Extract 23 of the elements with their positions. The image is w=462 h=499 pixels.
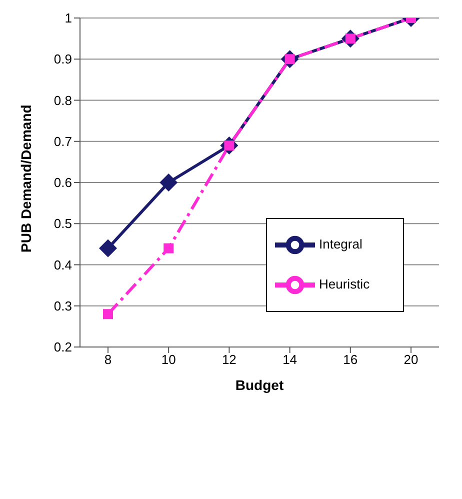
legend-label: Heuristic (319, 276, 370, 292)
x-tick-label: 20 (404, 352, 418, 368)
x-tick-label: 14 (282, 352, 298, 368)
y-tick-label: 0.6 (54, 175, 72, 190)
legend-label: Integral (319, 236, 362, 252)
point (103, 309, 113, 320)
y-tick-label: 0.4 (54, 257, 72, 272)
x-tick-label: 16 (343, 352, 358, 368)
y-tick-label: 0.5 (54, 216, 72, 232)
y-tick-label: 0.7 (54, 134, 72, 149)
x-tick-label: 12 (222, 352, 236, 368)
y-axis-title: PUB Demand/Demand (18, 104, 34, 252)
point (164, 243, 174, 254)
y-tick-label: 1 (64, 10, 72, 26)
x-axis-title: Budget (235, 377, 284, 393)
y-tick-label: 0.2 (54, 340, 72, 355)
x-tick-label: 10 (161, 352, 176, 368)
point (99, 239, 117, 258)
y-tick-label: 0.9 (54, 52, 72, 67)
y-tick-label: 0.8 (54, 92, 72, 108)
y-tick-label: 0.3 (54, 298, 72, 314)
point (160, 174, 178, 192)
x-tick-label: 8 (104, 352, 112, 368)
